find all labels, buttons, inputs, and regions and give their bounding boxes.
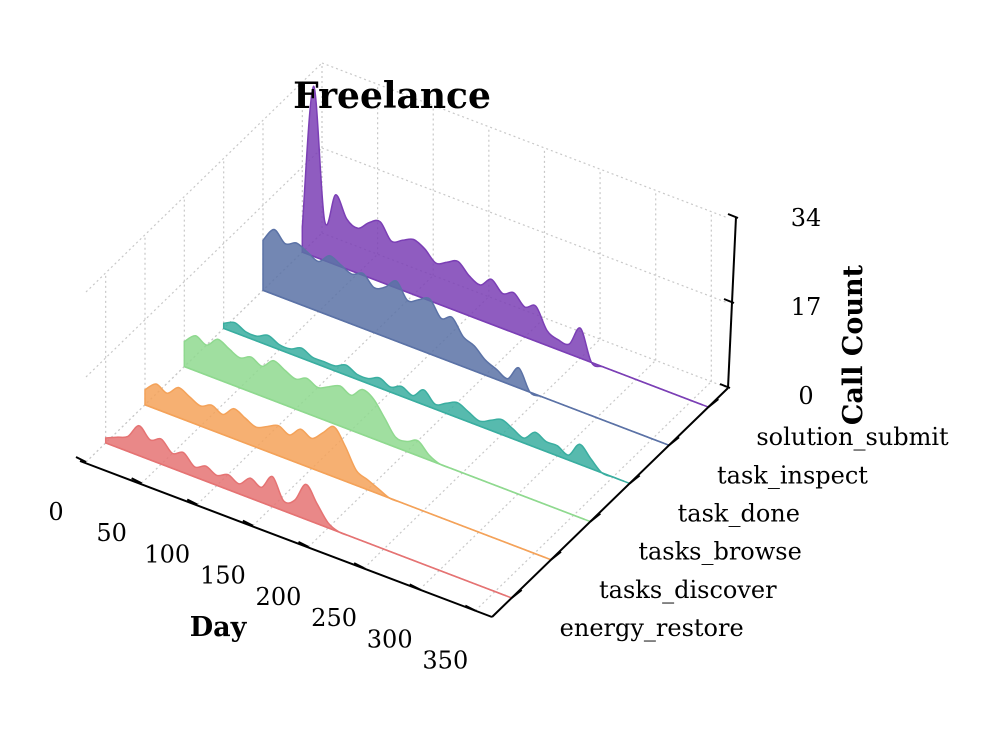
x-tick-mark — [131, 477, 143, 485]
x-tick-mark — [75, 456, 87, 463]
z-tick-label: 17 — [791, 293, 822, 321]
z-tick-label: 0 — [798, 382, 813, 410]
series-baseline-tasks-browse — [184, 365, 591, 523]
x-tick-label: 50 — [96, 519, 127, 547]
y-axis-line — [491, 387, 729, 618]
x-tick-label: 300 — [367, 625, 413, 653]
y-tick-label-task-done: task_done — [678, 499, 800, 527]
y-tick-mark — [707, 398, 719, 408]
series-layer — [104, 85, 709, 599]
z-tick-mark — [727, 213, 739, 219]
x-tick-label: 200 — [256, 583, 302, 611]
y-tick-mark — [589, 512, 601, 523]
x-tick-mark — [298, 541, 309, 548]
axis-layer: 0 50 100 150 200 250 300 350 energy_restore tasks… — [48, 204, 949, 675]
y-tick-label-task-inspect: task_inspect — [717, 461, 868, 489]
x-tick-label: 250 — [311, 604, 357, 632]
y-tick-mark — [629, 474, 641, 485]
y-tick-mark — [550, 550, 562, 561]
z-tick-mark — [723, 298, 735, 304]
x-tick-mark — [464, 604, 476, 612]
y-tick-label-tasks-browse: tasks_browse — [638, 538, 801, 566]
y-tick-label-solution-submit: solution_submit — [756, 423, 949, 451]
series-area-solution-submit — [301, 85, 704, 406]
series-baseline-task-inspect — [262, 289, 670, 446]
x-axis-label: Day — [190, 612, 248, 643]
x-tick-mark — [242, 519, 254, 527]
x-tick-label: 150 — [200, 562, 246, 590]
x-tick-label: 0 — [48, 498, 63, 526]
chart-title: Freelance — [293, 75, 491, 117]
grid-layer — [85, 62, 729, 612]
y-tick-mark — [511, 589, 523, 599]
series-baseline-tasks-discover — [144, 404, 552, 561]
y-tick-label-tasks-discover: tasks_discover — [599, 576, 777, 604]
series-baseline-solution-submit — [302, 251, 709, 408]
series-baseline-task-done — [223, 327, 630, 485]
x-tick-mark — [353, 562, 365, 570]
z-axis-label: Call Count — [838, 264, 869, 425]
x-axis-line — [79, 460, 493, 618]
series-baseline-energy-restore — [105, 442, 512, 599]
x-tick-mark — [186, 498, 198, 506]
x-tick-label: 350 — [422, 647, 468, 675]
y-tick-label-energy-restore: energy_restore — [560, 614, 744, 642]
y-tick-mark — [668, 436, 680, 447]
x-tick-label: 100 — [144, 540, 190, 568]
series-area-task-done — [222, 321, 625, 483]
x-tick-mark — [409, 583, 421, 591]
z-tick-label: 34 — [791, 204, 822, 232]
z-tick-mark — [719, 383, 731, 389]
